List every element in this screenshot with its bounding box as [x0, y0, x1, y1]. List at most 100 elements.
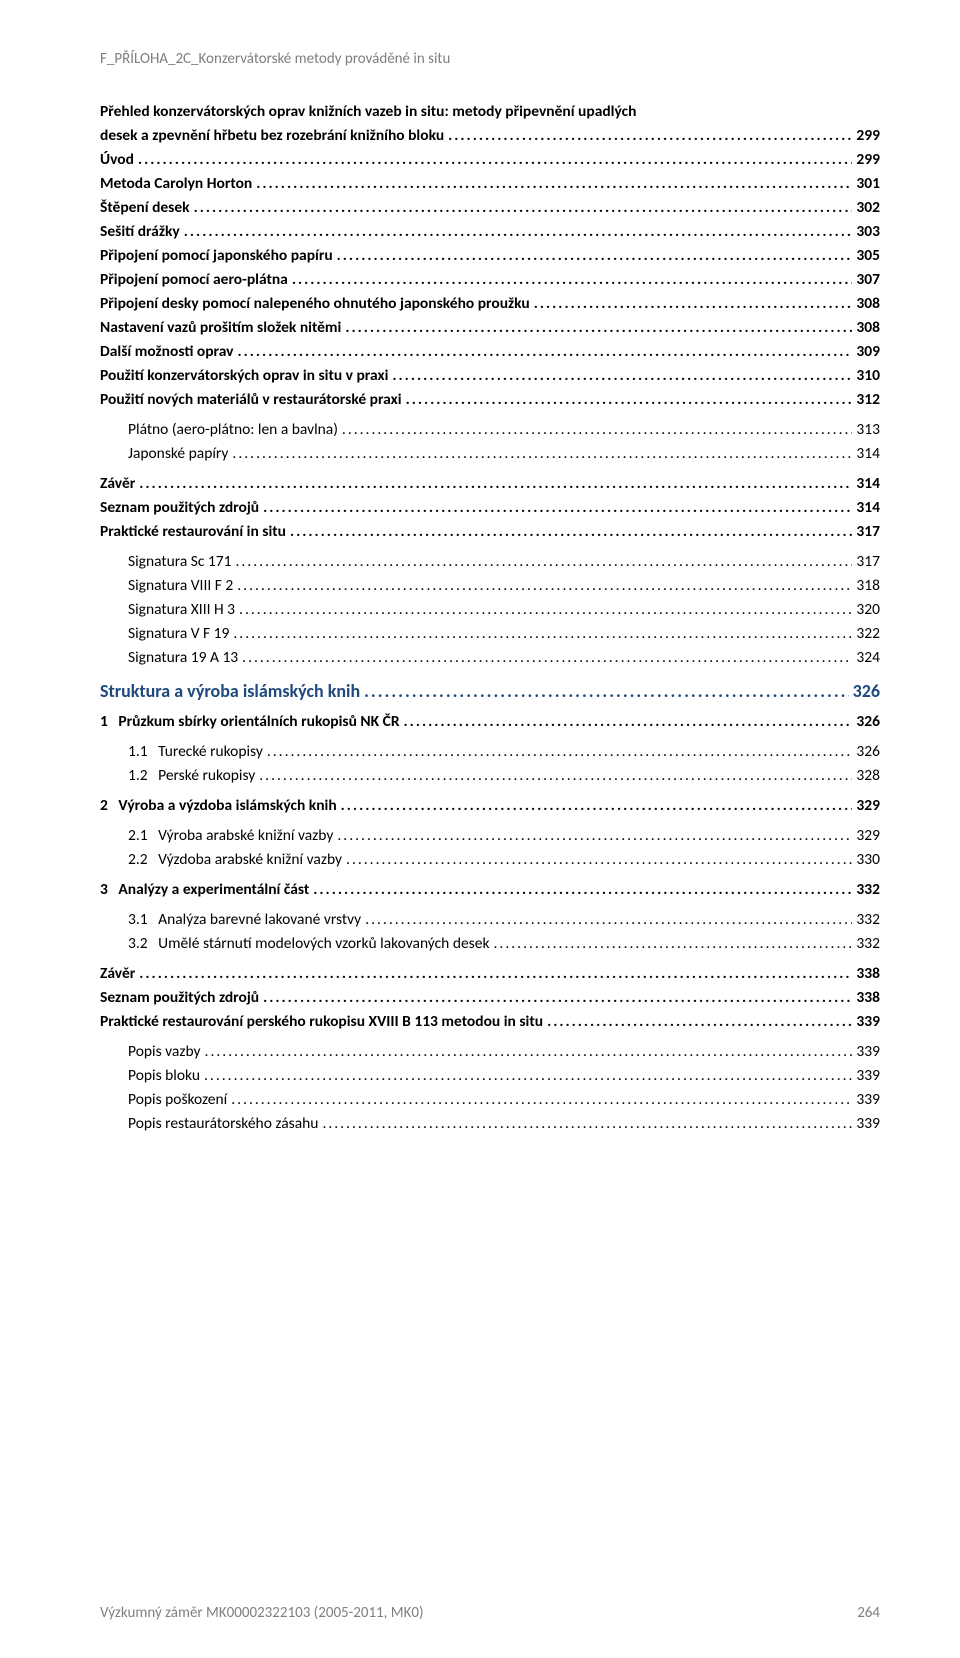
toc-entry: Další možnosti oprav309 [100, 340, 880, 364]
leader-dots [194, 196, 853, 220]
leader-dots [263, 496, 852, 520]
toc-label: Připojení desky pomocí nalepeného ohnuté… [100, 292, 530, 316]
leader-dots [365, 908, 852, 932]
toc-label: Sešití drážky [100, 220, 180, 244]
leader-dots [205, 1040, 853, 1064]
toc-page: 339 [856, 1010, 880, 1034]
leader-dots [237, 574, 852, 598]
leader-dots [448, 124, 852, 148]
leader-dots [231, 1088, 852, 1112]
leader-dots [256, 172, 852, 196]
toc-entry: 1.2 Perské rukopisy328 [100, 764, 880, 788]
toc-entry: 2 Výroba a výzdoba islámských knih329 [100, 794, 880, 818]
toc-page: 308 [856, 316, 880, 340]
toc-entry: Štěpení desek 302 [100, 196, 880, 220]
toc-entry: Seznam použitých zdrojů314 [100, 496, 880, 520]
leader-dots [345, 316, 852, 340]
toc-label: Popis vazby [128, 1040, 201, 1064]
toc-page: 339 [856, 1040, 880, 1064]
toc-entry: 3.1 Analýza barevné lakované vrstvy 332 [100, 908, 880, 932]
toc-page: 326 [856, 710, 880, 734]
toc-label: Signatura VIII F 2 [128, 574, 233, 598]
leader-dots [346, 848, 852, 872]
toc-label: Připojení pomocí japonského papíru [100, 244, 333, 268]
toc-label: 2.1 Výroba arabské knižní vazby [128, 824, 333, 848]
toc-entry: Signatura V F 19 322 [100, 622, 880, 646]
toc-entry: 2.1 Výroba arabské knižní vazby 329 [100, 824, 880, 848]
toc-label: Použití konzervátorských oprav in situ v… [100, 364, 388, 388]
toc-page: 339 [856, 1064, 880, 1088]
toc-label: 1.2 Perské rukopisy [128, 764, 255, 788]
toc-page: 317 [856, 550, 880, 574]
toc-entry: Signatura VIII F 2318 [100, 574, 880, 598]
toc-label: Popis restaurátorského zásahu [128, 1112, 318, 1136]
leader-dots [204, 1064, 852, 1088]
toc-entry: Plátno (aero-plátno: len a bavlna) 313 [100, 418, 880, 442]
toc-label: Signatura Sc 171 [128, 550, 232, 574]
toc-entry: Praktické restaurování in situ317 [100, 520, 880, 544]
toc-label: Úvod [100, 148, 134, 172]
toc-entry: Japonské papíry314 [100, 442, 880, 466]
page-footer: Výzkumný záměr MK00002322103 (2005-2011,… [100, 1604, 880, 1622]
toc-page: 339 [856, 1112, 880, 1136]
toc-entry: Sešití drážky 303 [100, 220, 880, 244]
leader-dots [139, 472, 852, 496]
toc-entry: Popis bloku 339 [100, 1064, 880, 1088]
toc-page: 308 [856, 292, 880, 316]
toc-entry: Nastavení vazů prošitím složek nitěmi308 [100, 316, 880, 340]
toc-label: 3.1 Analýza barevné lakované vrstvy [128, 908, 361, 932]
toc-entry: Připojení pomocí japonského papíru 305 [100, 244, 880, 268]
toc-page: 299 [856, 124, 880, 148]
toc-page: 329 [856, 794, 880, 818]
toc-label: Přehled konzervátorských oprav knižních … [100, 100, 636, 124]
toc-page: 339 [856, 1088, 880, 1112]
toc-label: Popis bloku [128, 1064, 200, 1088]
toc-page: 301 [856, 172, 880, 196]
toc-entry: Závěr 338 [100, 962, 880, 986]
toc-section-2: 1 Průzkum sbírky orientálních rukopisů N… [100, 710, 880, 1136]
toc-entry: Popis vazby 339 [100, 1040, 880, 1064]
toc-page: 312 [856, 388, 880, 412]
toc-page: 309 [856, 340, 880, 364]
toc-page: 299 [856, 148, 880, 172]
toc-page: 329 [856, 824, 880, 848]
toc-label: Metoda Carolyn Horton [100, 172, 252, 196]
toc-label: Signatura V F 19 [128, 622, 229, 646]
leader-dots [406, 388, 853, 412]
leader-dots [138, 148, 852, 172]
leader-dots [290, 520, 852, 544]
toc-label: Seznam použitých zdrojů [100, 496, 259, 520]
toc-label: 3 Analýzy a experimentální část [100, 878, 309, 902]
section-2-page: 326 [853, 678, 880, 706]
leader-dots [259, 764, 852, 788]
toc-entry: Připojení desky pomocí nalepeného ohnuté… [100, 292, 880, 316]
toc-entry: Signatura XIII H 3320 [100, 598, 880, 622]
toc-label: Použití nových materiálů v restaurátorsk… [100, 388, 402, 412]
toc-label: Závěr [100, 962, 135, 986]
toc-page: 303 [856, 220, 880, 244]
toc-page: 305 [856, 244, 880, 268]
toc-label: 1 Průzkum sbírky orientálních rukopisů N… [100, 710, 400, 734]
toc-label: Závěr [100, 472, 135, 496]
leader-dots [184, 220, 853, 244]
footer-left: Výzkumný záměr MK00002322103 (2005-2011,… [100, 1604, 424, 1622]
leader-dots [139, 962, 852, 986]
footer-right: 264 [857, 1604, 880, 1622]
toc-label: Štěpení desek [100, 196, 190, 220]
toc-label: 1.1 Turecké rukopisy [128, 740, 263, 764]
leader-dots [342, 418, 853, 442]
toc-page: 322 [856, 622, 880, 646]
toc-page: 332 [856, 908, 880, 932]
toc-label: Plátno (aero-plátno: len a bavlna) [128, 418, 338, 442]
leader-dots [547, 1010, 852, 1034]
leader-dots [341, 794, 853, 818]
toc-page: 313 [856, 418, 880, 442]
toc-label: Praktické restaurování in situ [100, 520, 286, 544]
leader-dots [242, 646, 852, 670]
toc-label: Japonské papíry [128, 442, 228, 466]
toc-page: 338 [856, 962, 880, 986]
leader-dots [322, 1112, 852, 1136]
toc-entry: 3.2 Umělé stárnutí modelových vzorků lak… [100, 932, 880, 956]
toc-page: 302 [856, 196, 880, 220]
leader-dots [313, 878, 852, 902]
